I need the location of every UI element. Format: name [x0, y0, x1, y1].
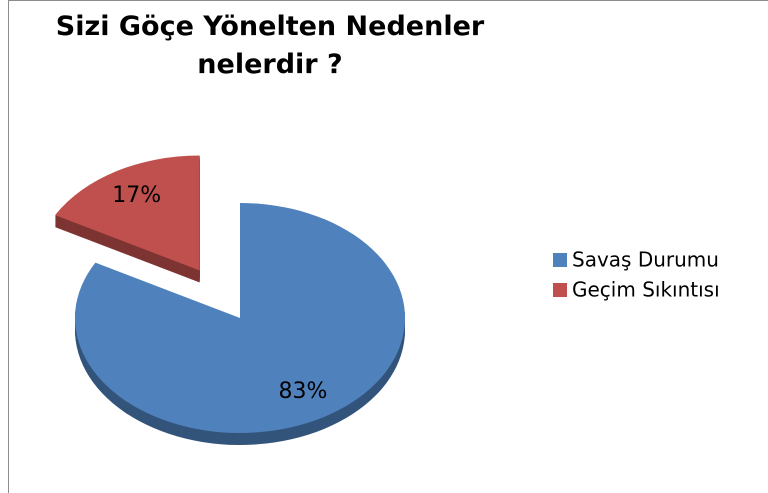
frame	[8, 0, 768, 493]
data-label: 17%	[112, 183, 161, 208]
legend-label: Savaş Durumu	[572, 248, 719, 272]
legend-swatch	[553, 253, 567, 267]
data-label: 83%	[279, 379, 328, 404]
chart-title: Sizi Göçe Yönelten Nedenler nelerdir ?	[55, 11, 485, 80]
legend-label: Geçim Sıkıntısı	[572, 278, 720, 302]
legend-swatch	[553, 283, 567, 297]
slice	[75, 203, 405, 433]
slice	[55, 155, 200, 271]
